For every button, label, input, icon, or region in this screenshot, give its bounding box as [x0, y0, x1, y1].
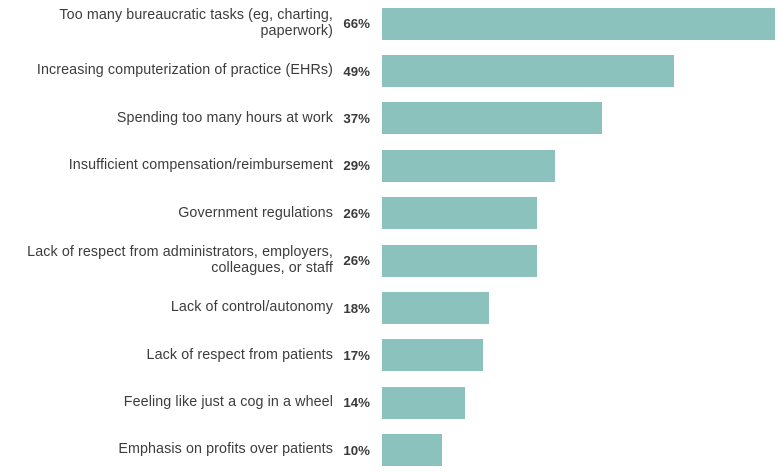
bar [382, 386, 466, 419]
bar [382, 7, 775, 40]
bar [382, 55, 674, 88]
category-label: Lack of respect from patients [146, 346, 333, 363]
bar [382, 149, 555, 182]
bar [382, 102, 603, 135]
value-label: 26% [343, 253, 370, 269]
category-label-cell: Feeling like just a cog in a wheel [0, 395, 333, 411]
category-label-cell: Lack of respect from administrators, emp… [0, 244, 333, 276]
category-label-cell: Emphasis on profits over patients [0, 442, 333, 458]
value-label: 29% [343, 158, 370, 174]
category-label: Lack of control/autonomy [170, 299, 333, 316]
bar-track [382, 434, 778, 467]
bar [382, 434, 442, 467]
category-label: Feeling like just a cog in a wheel [123, 394, 333, 411]
value-label: 14% [343, 395, 370, 411]
bar-track [382, 197, 778, 230]
chart-row: Too many bureaucratic tasks (eg, chartin… [0, 0, 778, 47]
bar-track [382, 339, 778, 372]
category-label: Emphasis on profits over patients [118, 441, 333, 458]
bar-track [382, 149, 778, 182]
chart-row: Government regulations 26% [0, 190, 778, 237]
category-label: Government regulations [178, 204, 333, 221]
chart-row: Lack of respect from administrators, emp… [0, 237, 778, 284]
category-label-cell: Lack of control/autonomy [0, 300, 333, 316]
category-label: Increasing computerization of practice (… [36, 62, 333, 79]
value-label: 49% [343, 63, 370, 79]
chart-row: Lack of control/autonomy 18% [0, 284, 778, 331]
bar-track [382, 386, 778, 419]
chart-row: Emphasis on profits over patients 10% [0, 427, 778, 474]
category-label: Too many bureaucratic tasks (eg, chartin… [59, 7, 333, 39]
value-label: 37% [343, 110, 370, 126]
category-label: Spending too many hours at work [116, 109, 333, 126]
category-label-cell: Lack of respect from patients [0, 346, 333, 364]
bar [382, 244, 537, 277]
bar [382, 197, 537, 230]
bar [382, 292, 490, 325]
value-label: 66% [343, 16, 370, 32]
bar-track [382, 292, 778, 325]
category-label-cell: Government regulations [0, 204, 333, 222]
bar-track [382, 7, 778, 40]
category-label-cell: Too many bureaucratic tasks (eg, chartin… [0, 7, 333, 39]
chart-row: Spending too many hours at work 37% [0, 95, 778, 142]
bar [382, 339, 484, 372]
chart-row: Feeling like just a cog in a wheel 14% [0, 379, 778, 426]
category-label-cell: Increasing computerization of practice (… [0, 63, 333, 79]
bar-track [382, 102, 778, 135]
chart-row: Increasing computerization of practice (… [0, 47, 778, 94]
bar-track [382, 244, 778, 277]
value-label: 26% [343, 205, 370, 221]
category-label-cell: Insufficient compensation/reimbursement [0, 158, 333, 174]
value-label: 17% [343, 347, 370, 363]
category-label-cell: Spending too many hours at work [0, 109, 333, 127]
value-label: 18% [343, 300, 370, 316]
category-label: Lack of respect from administrators, emp… [27, 244, 333, 276]
chart-row: Lack of respect from patients 17% [0, 332, 778, 379]
chart-row: Insufficient compensation/reimbursement … [0, 142, 778, 189]
value-label: 10% [343, 442, 370, 458]
bar-track [382, 55, 778, 88]
category-label: Insufficient compensation/reimbursement [68, 157, 333, 174]
